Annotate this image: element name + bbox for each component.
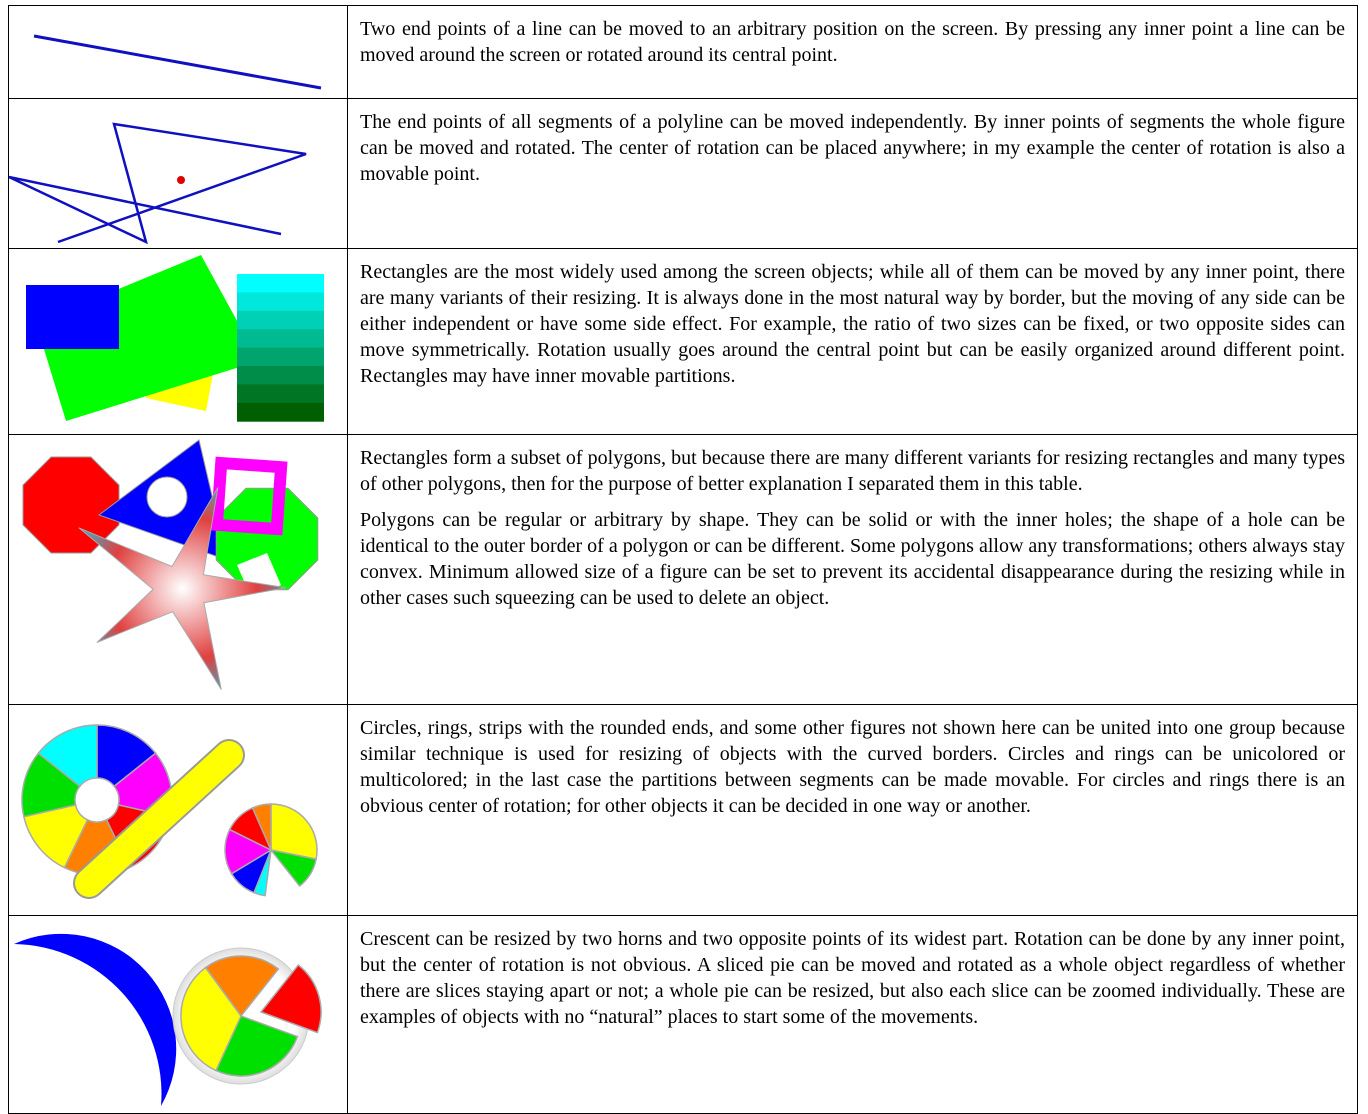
blue-rectangle <box>26 285 119 349</box>
segment <box>251 803 272 851</box>
paragraph: Circles, rings, strips with the rounded … <box>360 717 1345 817</box>
description: Rectangles are the most widely used amon… <box>347 248 1358 435</box>
segment <box>37 724 98 788</box>
partitioned-rectangle <box>237 274 324 422</box>
paragraph: Rectangles form a subset of polygons, bu… <box>360 447 1345 495</box>
description: Crescent can be resized by two horns and… <box>347 915 1358 1114</box>
polygons-figure <box>22 439 319 690</box>
partition <box>237 384 324 404</box>
segment <box>180 966 242 1072</box>
partition <box>237 310 324 330</box>
polyline-figure <box>9 122 307 245</box>
partition <box>237 292 324 312</box>
description: Circles, rings, strips with the rounded … <box>347 704 1358 916</box>
partition <box>237 329 324 349</box>
hole <box>146 476 188 518</box>
star <box>78 487 287 690</box>
partition <box>237 274 324 293</box>
description: Rectangles form a subset of polygons, bu… <box>347 434 1358 705</box>
octagon <box>22 456 120 554</box>
partition <box>237 347 324 367</box>
rectangles-figure <box>26 255 324 422</box>
crescent-figure <box>14 933 322 1106</box>
rotation-center <box>177 176 185 184</box>
segment <box>259 963 322 1034</box>
segment <box>224 828 273 875</box>
line <box>33 34 322 90</box>
description: Two end points of a line can be moved to… <box>347 5 1358 99</box>
paragraph: Crescent can be resized by two horns and… <box>360 928 1345 1028</box>
partition <box>237 402 324 422</box>
paragraph: Two end points of a line can be moved to… <box>360 18 1345 66</box>
strip <box>75 741 243 897</box>
segment <box>204 955 280 1018</box>
circles-figure <box>21 724 318 899</box>
segment <box>270 803 318 860</box>
paragraph: Rectangles are the most widely used amon… <box>360 261 1345 387</box>
figure-table: Two end points of a line can be moved to… <box>8 5 1358 1114</box>
paragraph: The end points of all segments of a poly… <box>360 111 1345 185</box>
partition <box>237 366 324 385</box>
crescent <box>14 933 177 1106</box>
segment <box>215 1015 299 1077</box>
segment <box>269 848 317 888</box>
square-frame <box>210 456 288 536</box>
line-figure <box>33 34 322 90</box>
green-rectangle <box>36 255 259 421</box>
paragraph: Polygons can be regular or arbitrary by … <box>360 509 1345 609</box>
description: The end points of all segments of a poly… <box>347 98 1358 249</box>
polyline <box>9 122 307 245</box>
